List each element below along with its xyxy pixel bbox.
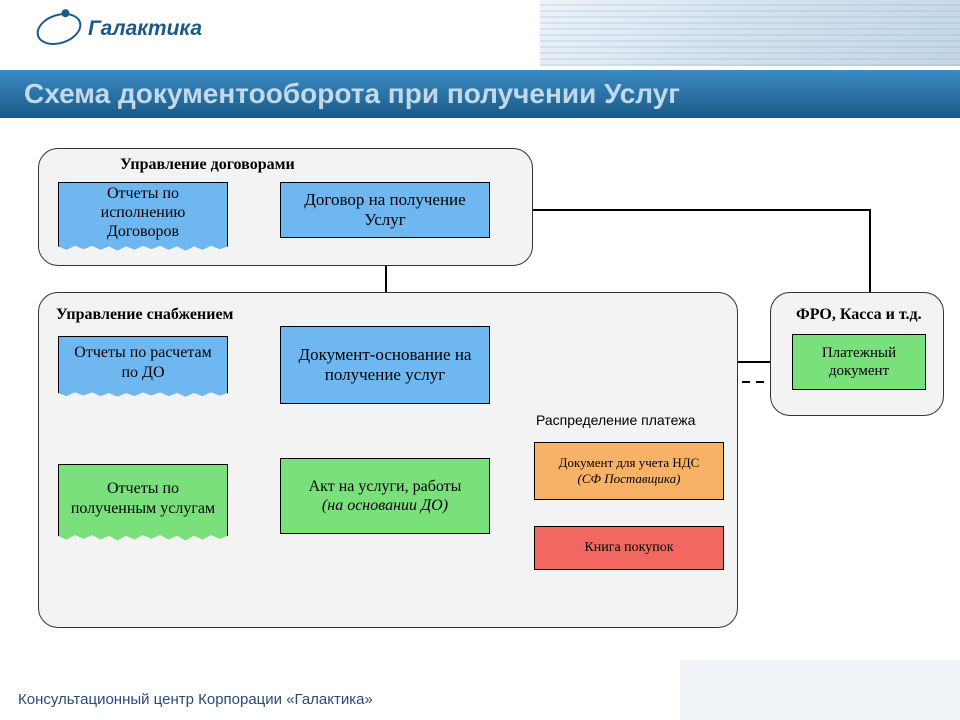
node-n_payment: Платежный документ	[792, 334, 926, 390]
brand-name: Галактика	[88, 17, 202, 41]
node-label: Акт на услуги, работы	[309, 477, 462, 496]
node-n_reports_contracts: Отчеты по исполнению Договоров	[58, 182, 228, 252]
free-label: Распределение платежа	[536, 412, 695, 428]
node-sublabel: (СФ Поставщика)	[578, 471, 681, 487]
logo-icon	[32, 8, 85, 51]
footer-text: Консультационный центр Корпорации «Галак…	[18, 691, 373, 708]
node-label: Договор на получение Услуг	[289, 190, 481, 231]
node-sublabel: (на основании ДО)	[322, 496, 448, 515]
header-pattern	[540, 0, 960, 66]
group-label-g2: Управление снабжением	[56, 306, 233, 324]
node-label: Отчеты по полученным услугам	[67, 479, 219, 517]
title-band: Схема документооборота при получении Усл…	[0, 70, 960, 118]
page-title: Схема документооборота при получении Усл…	[24, 78, 680, 110]
diagram-canvas: Управление договорами Управление снабжени…	[0, 130, 960, 680]
node-label: Отчеты по исполнению Договоров	[67, 184, 219, 242]
brand-logo: Галактика	[36, 14, 202, 44]
node-n_doc_base: Документ-основание на получение услуг	[280, 326, 490, 404]
node-n_act: Акт на услуги, работы(на основании ДО)	[280, 458, 490, 534]
node-label: Книга покупок	[584, 540, 673, 557]
node-label: Платежный документ	[801, 344, 917, 380]
node-label: Документ-основание на получение услуг	[289, 345, 481, 386]
node-n_contract: Договор на получение Услуг	[280, 182, 490, 238]
node-n_reports_services: Отчеты по полученным услугам	[58, 464, 228, 542]
group-label-g3: ФРО, Касса и т.д.	[796, 306, 922, 324]
group-label-g1: Управление договорами	[120, 156, 295, 174]
node-n_book: Книга покупок	[534, 526, 724, 570]
node-n_nds: Документ для учета НДС(СФ Поставщика)	[534, 442, 724, 500]
node-n_reports_do: Отчеты по расчетам по ДО	[58, 336, 228, 398]
node-label: Документ для учета НДС	[559, 455, 700, 471]
node-label: Отчеты по расчетам по ДО	[67, 343, 219, 381]
